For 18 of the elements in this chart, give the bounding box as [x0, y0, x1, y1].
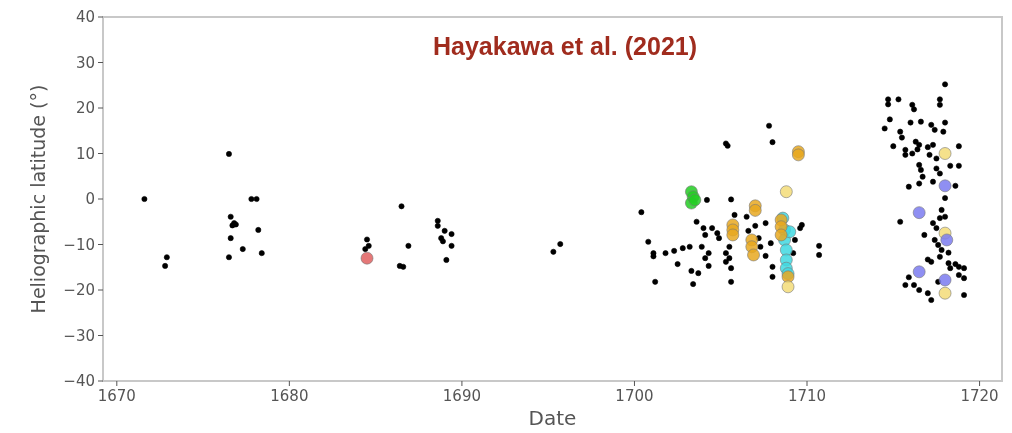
x-tick-label: 1670	[97, 387, 136, 405]
y-tick-label: 20	[75, 99, 95, 117]
y-tick-label: 10	[75, 144, 95, 163]
y-tick-label: 0	[85, 190, 95, 208]
x-axis-title: Date	[528, 406, 577, 430]
y-axis-title: Heliographic latitude (°)	[27, 84, 49, 314]
y-tick-label: −10	[63, 235, 95, 254]
x-tick-label: 1700	[615, 387, 654, 405]
y-tick-label: −40	[63, 372, 95, 390]
y-tick-label: −30	[63, 326, 95, 345]
x-tick-label: 1710	[787, 387, 827, 405]
y-tick-label: −20	[63, 281, 95, 299]
y-tick-label: 30	[75, 53, 95, 72]
y-tick-label: 40	[75, 8, 95, 26]
x-tick-label: 1690	[442, 387, 481, 405]
x-tick-label: 1680	[270, 387, 309, 405]
x-tick-label: 1720	[960, 387, 999, 405]
annotation: Hayakawa et al. (2021)	[432, 32, 698, 60]
